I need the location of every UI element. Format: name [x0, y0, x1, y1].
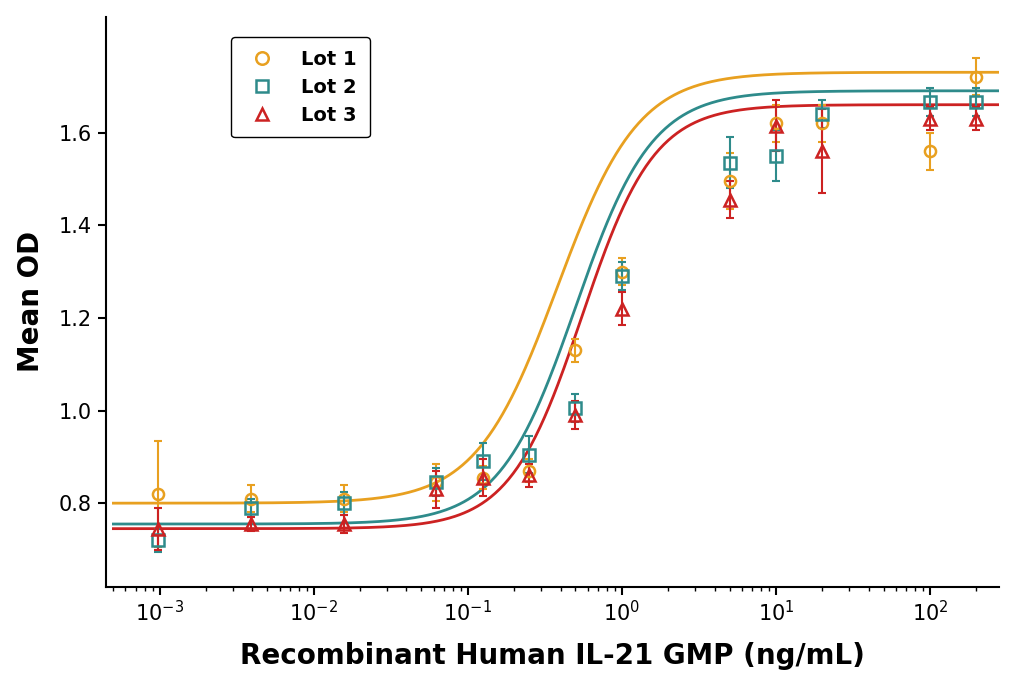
- Y-axis label: Mean OD: Mean OD: [16, 231, 45, 372]
- X-axis label: Recombinant Human IL-21 GMP (ng/mL): Recombinant Human IL-21 GMP (ng/mL): [240, 642, 865, 671]
- Legend: Lot 1, Lot 2, Lot 3: Lot 1, Lot 2, Lot 3: [231, 37, 370, 137]
